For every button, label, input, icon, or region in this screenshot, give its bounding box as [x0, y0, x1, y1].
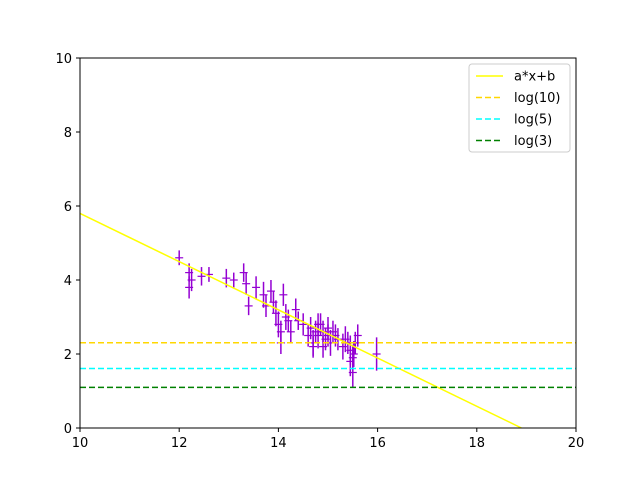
x-tick-label: 20 — [568, 436, 585, 451]
data-point — [349, 341, 358, 367]
x-tick-label: 14 — [270, 436, 287, 451]
data-point — [279, 283, 288, 306]
x-tick-label: 10 — [72, 436, 89, 451]
plot-frame — [79, 57, 577, 429]
data-point — [185, 276, 194, 299]
plot-elements — [80, 212, 576, 428]
y-tick-label: 10 — [55, 52, 72, 67]
data-point — [242, 272, 251, 295]
plot-area — [80, 212, 576, 428]
x-axis: 10 12 14 16 18 20 — [72, 428, 585, 451]
data-point — [291, 298, 300, 321]
data-point — [229, 272, 238, 288]
y-tick-label: 0 — [64, 422, 72, 437]
y-tick-label: 2 — [64, 348, 72, 363]
data-point — [348, 344, 357, 371]
legend-label: log(5) — [514, 113, 552, 128]
x-tick-label: 12 — [171, 436, 188, 451]
data-point — [309, 335, 318, 358]
legend-box — [468, 63, 571, 153]
legend-label: log(3) — [514, 134, 552, 149]
data-point — [306, 317, 315, 340]
data-point — [353, 324, 362, 347]
data-point — [175, 250, 184, 266]
data-point — [197, 267, 206, 286]
x-tick-label: 18 — [469, 436, 486, 451]
data-point — [372, 337, 381, 371]
data-point — [252, 276, 261, 299]
data-point — [244, 296, 253, 316]
data-point — [299, 313, 308, 336]
legend: a*x+b log(10) log(5) log(3) — [468, 63, 571, 153]
y-tick-label: 6 — [64, 200, 72, 215]
series-line — [80, 212, 522, 428]
data-point — [286, 320, 295, 343]
y-axis: 0 2 4 6 8 10 — [55, 52, 80, 437]
legend-label: a*x+b — [514, 70, 555, 85]
y-tick-label: 4 — [64, 274, 72, 289]
data-point — [319, 335, 328, 358]
legend-label: log(10) — [514, 91, 561, 106]
x-tick-label: 16 — [369, 436, 386, 451]
data-point — [314, 313, 323, 336]
y-tick-label: 8 — [64, 126, 72, 141]
